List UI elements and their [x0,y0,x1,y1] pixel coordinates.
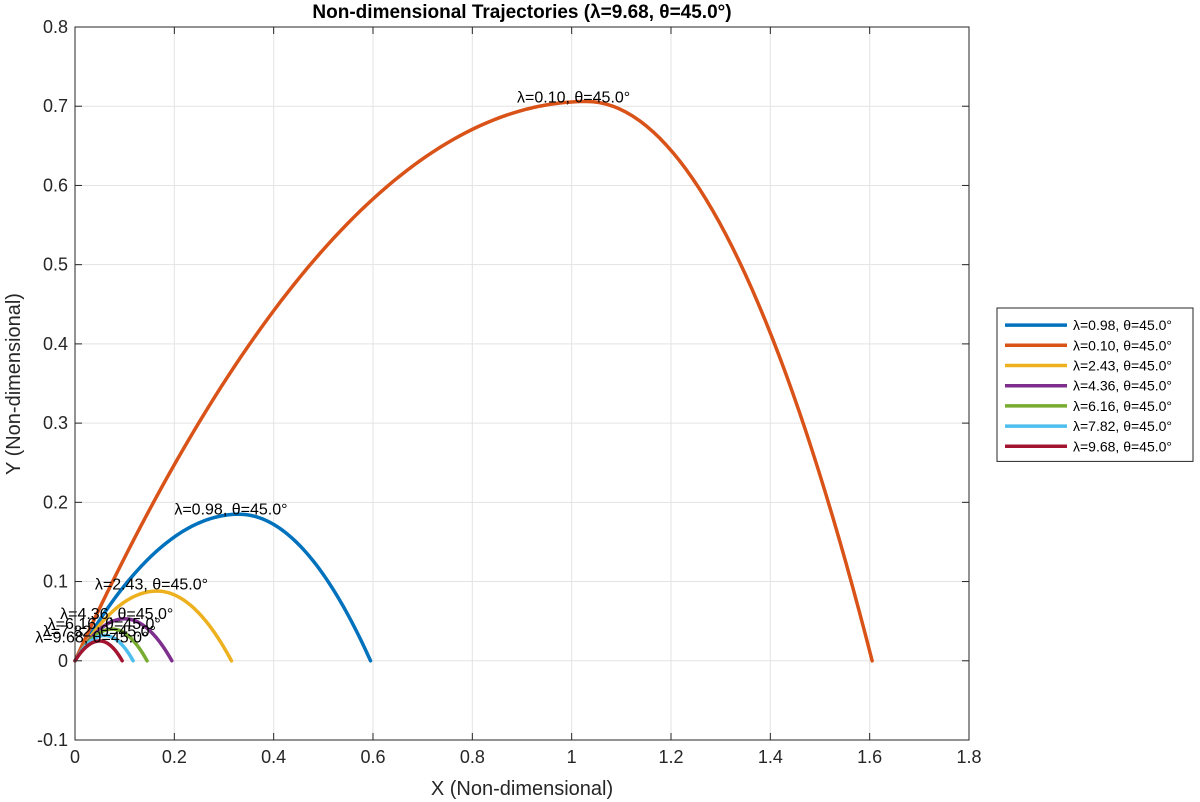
y-tick-label: 0.4 [43,334,68,354]
series-lines [73,99,874,663]
x-tick-label: 1.4 [758,747,783,767]
legend-entry: λ=0.98, θ=45.0° [1073,317,1172,333]
trajectory-line [73,639,124,663]
legend: λ=0.98, θ=45.0° λ=0.10, θ=45.0° λ=2.43, θ=… [996,307,1194,462]
y-tick-label: 0.8 [43,17,68,37]
annotations: λ=0.98, θ=45.0° λ=0.10, θ=45.0° λ=2.43, θ=… [35,89,630,646]
legend-entry: λ=4.36, θ=45.0° [1073,378,1172,394]
y-tick-label: 0.2 [43,492,68,512]
y-tick-label: 0.1 [43,572,68,592]
trajectory-line [73,589,234,663]
legend-entry: λ=9.68, θ=45.0° [1073,438,1172,454]
chart-title: Non-dimensional Trajectories (λ=9.68, θ=… [312,2,731,23]
legend-entry: λ=7.82, θ=45.0° [1073,418,1172,434]
x-tick-label: 0.2 [162,747,187,767]
x-tick-label: 1.8 [956,747,981,767]
trajectory-line [73,99,874,663]
plot-area [75,27,969,740]
x-tick-label: 0.4 [261,747,286,767]
apex-annotation: λ=7.82, θ=45.0° [43,623,156,640]
y-tick-label: 0.5 [43,255,68,275]
y-axis-label: Y (Non-dimensional) [3,293,25,475]
axes: 0 0.2 0.4 0.6 0.8 1 1.2 1.4 1.6 1.8-0.100.10.20.3… [37,17,982,767]
x-tick-label: 0 [70,747,80,767]
trajectory-line [73,512,373,663]
apex-annotation: λ=4.36, θ=45.0° [60,606,173,623]
y-tick-label: -0.1 [37,730,68,750]
legend-entry: λ=6.16, θ=45.0° [1073,398,1172,414]
x-tick-label: 1.2 [658,747,683,767]
apex-annotation: λ=2.43, θ=45.0° [95,577,208,594]
y-tick-label: 0.3 [43,413,68,433]
x-tick-label: 1 [567,747,577,767]
apex-annotation: λ=9.68, θ=45.0° [35,630,148,647]
y-tick-label: 0 [58,651,68,671]
apex-annotation: λ=0.98, θ=45.0° [174,501,287,518]
apex-annotation: λ=6.16, θ=45.0° [48,616,161,633]
x-tick-label: 1.6 [857,747,882,767]
legend-entry: λ=2.43, θ=45.0° [1073,358,1172,374]
y-tick-label: 0.6 [43,175,68,195]
grid [74,26,970,741]
legend-entry: λ=0.10, θ=45.0° [1073,337,1172,353]
apex-annotation: λ=0.10, θ=45.0° [517,89,630,106]
y-tick-label: 0.7 [43,96,68,116]
x-tick-label: 0.6 [360,747,385,767]
x-axis-label: X (Non-dimensional) [431,778,613,800]
x-tick-label: 0.8 [460,747,485,767]
axes-box [74,26,970,741]
